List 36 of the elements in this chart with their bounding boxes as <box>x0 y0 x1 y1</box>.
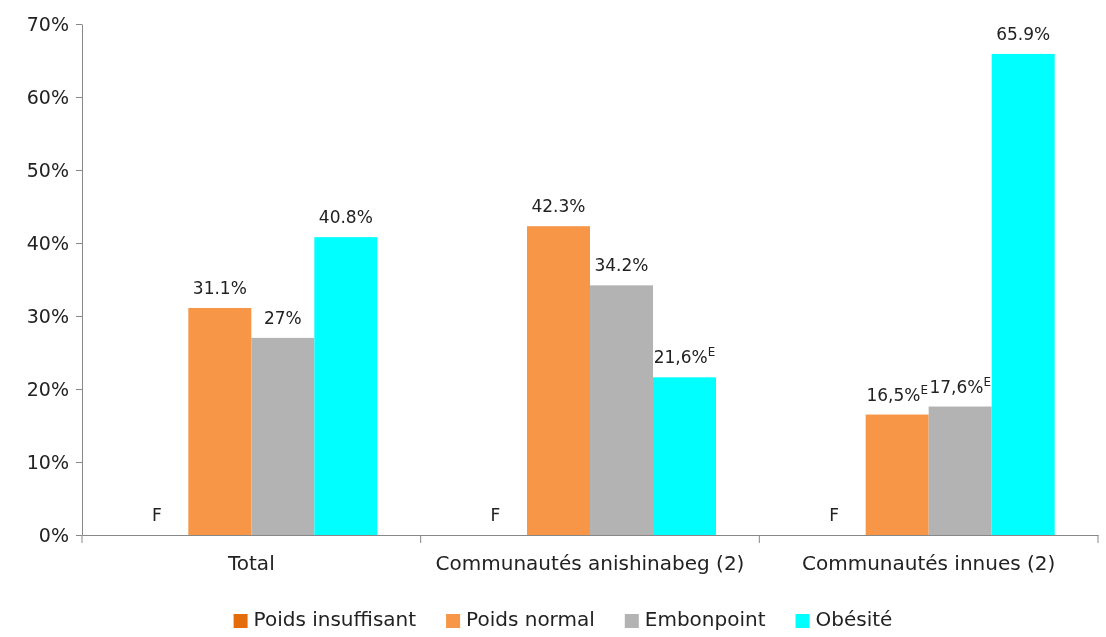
bar <box>251 337 315 535</box>
bar <box>314 237 378 535</box>
bar <box>653 377 716 535</box>
y-tick-label: 60% <box>26 85 69 108</box>
x-tick-label: Total <box>226 551 275 575</box>
y-tick-label: 70% <box>26 12 69 35</box>
bar <box>865 414 929 535</box>
bar <box>590 285 653 535</box>
data-label: 27% <box>263 307 302 328</box>
data-label: 65.9% <box>996 23 1051 44</box>
legend-label: Poids normal <box>466 607 595 631</box>
text: F <box>490 505 501 525</box>
legend-label: Poids insuffisant <box>253 607 417 631</box>
data-label: 16,5%$^{E}$ <box>866 382 928 405</box>
data-label: 34.2% <box>594 255 649 276</box>
bar <box>991 53 1055 535</box>
x-tick-label: Communautés anishinabeg (2) <box>435 551 745 575</box>
legend-label: Obésité <box>815 607 893 631</box>
bar <box>188 307 252 535</box>
text: F <box>829 505 840 525</box>
legend-label: Embonpoint <box>644 607 766 631</box>
data-label: 31.1% <box>192 277 247 298</box>
y-tick-label: 40% <box>26 231 69 254</box>
y-tick-label: 0% <box>38 523 69 546</box>
text: F <box>151 505 162 525</box>
data-label: 42.3% <box>531 196 586 217</box>
data-label: 40.8% <box>318 207 373 228</box>
y-tick-label: 30% <box>26 304 69 327</box>
data-label: 21,6%$^{E}$ <box>653 345 716 368</box>
data-label: 17,6%$^{E}$ <box>929 374 991 397</box>
x-tick-label: Communautés innues (2) <box>801 551 1056 575</box>
y-tick-label: 20% <box>26 377 69 400</box>
bar <box>527 226 590 535</box>
y-tick-label: 50% <box>26 158 69 181</box>
bar <box>928 406 992 535</box>
y-tick-label: 10% <box>26 450 69 473</box>
